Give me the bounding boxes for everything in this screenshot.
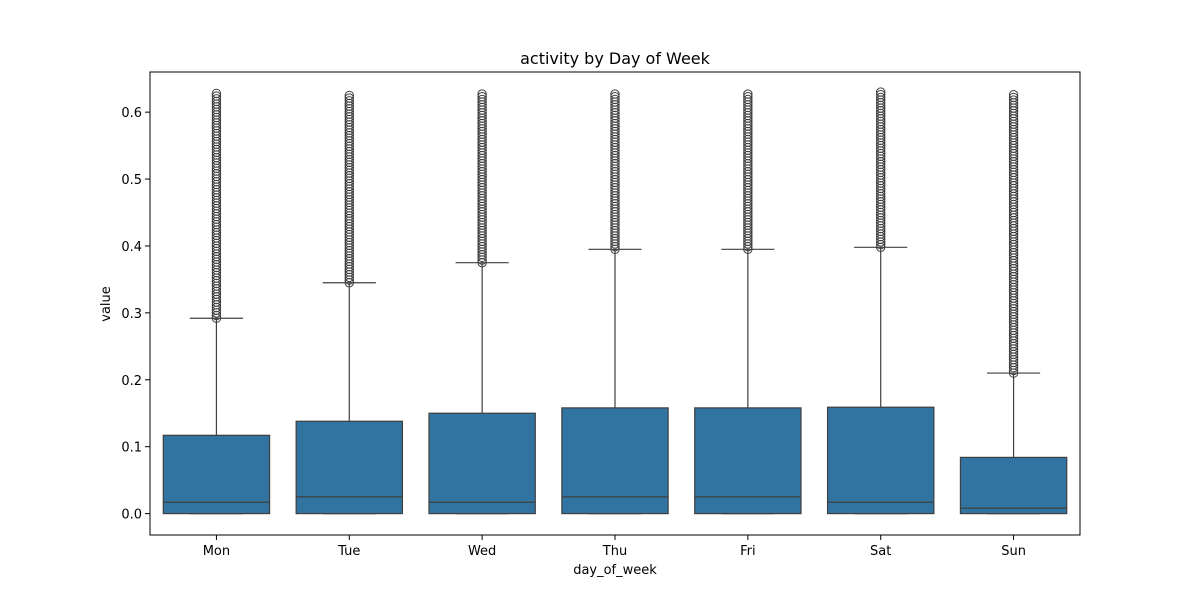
chart-title: activity by Day of Week (520, 49, 711, 68)
plot-frame (149, 71, 1081, 536)
x-axis: Mon Tue Wed Thu Fri Sat Sun (203, 535, 1026, 559)
outlier-point (610, 94, 620, 105)
outlier-point (477, 94, 487, 105)
outlier-point (344, 96, 354, 106)
box-wed (428, 89, 536, 515)
y-tick-label: 0.4 (121, 240, 142, 255)
y-tick-label: 0.6 (121, 106, 142, 121)
iqr-box (826, 406, 935, 515)
outlier-point (610, 92, 620, 102)
y-axis: 0.0 0.1 0.2 0.3 0.4 0.5 0.6 (121, 106, 150, 523)
outlier-point (211, 91, 222, 101)
x-tick-label: Mon (203, 544, 230, 559)
outlier-point (610, 89, 620, 99)
iqr-box (295, 420, 404, 515)
x-tick-label: Thu (602, 544, 627, 559)
iqr-box (428, 412, 536, 515)
y-axis-label: value (99, 286, 114, 322)
box-sat (826, 87, 935, 515)
outlier-point (344, 90, 354, 101)
iqr-box (162, 434, 271, 515)
iqr-box (959, 456, 1068, 515)
outlier-point (211, 88, 222, 99)
outlier-point (1008, 95, 1019, 105)
outlier-point (477, 92, 487, 102)
box-fri (694, 89, 802, 515)
box-tue (295, 90, 404, 515)
outlier-point (743, 89, 753, 99)
y-tick-label: 0.0 (121, 508, 142, 523)
outlier-point (876, 87, 886, 97)
y-tick-label: 0.1 (121, 441, 142, 456)
outlier-point (211, 94, 222, 104)
plot-area (162, 87, 1068, 515)
x-tick-label: Tue (337, 544, 360, 559)
box-sun (959, 90, 1068, 515)
y-tick-label: 0.2 (121, 374, 142, 389)
outlier-point (876, 90, 886, 100)
iqr-box (561, 407, 669, 515)
outlier-point (876, 92, 886, 103)
y-tick-label: 0.3 (121, 307, 142, 322)
iqr-box (694, 407, 802, 515)
x-tick-label: Wed (468, 544, 496, 559)
x-axis-label: day_of_week (573, 563, 657, 578)
outlier-point (743, 94, 753, 105)
x-tick-label: Sun (1001, 544, 1026, 559)
outlier-point (1008, 90, 1019, 100)
y-tick-label: 0.5 (121, 173, 142, 188)
outlier-point (743, 92, 753, 102)
outlier-point (1008, 92, 1019, 103)
box-mon (162, 88, 271, 515)
outlier-point (477, 89, 487, 99)
outlier-point (344, 93, 354, 103)
x-tick-label: Sat (870, 544, 891, 559)
x-tick-label: Fri (740, 544, 756, 559)
box-thu (561, 89, 669, 515)
